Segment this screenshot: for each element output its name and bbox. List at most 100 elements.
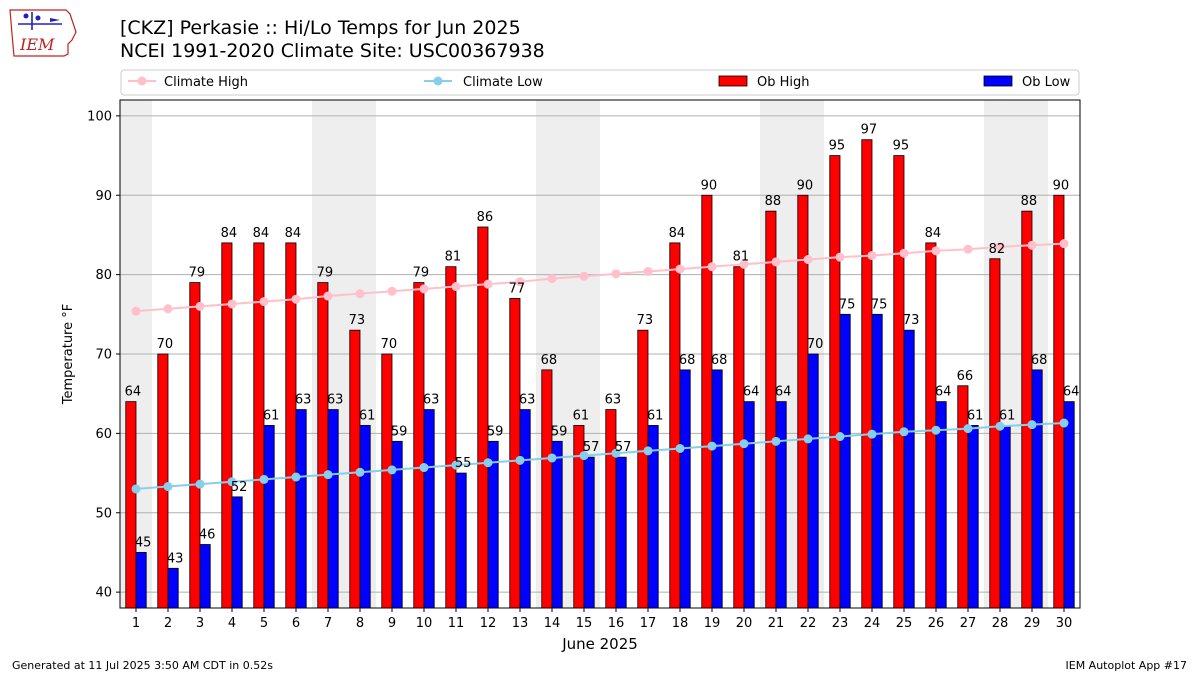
y-tick-label: 90 bbox=[95, 189, 112, 204]
ob-high-value-label: 97 bbox=[861, 123, 878, 138]
climate-high-point bbox=[835, 252, 845, 262]
ob-low-value-label: 57 bbox=[583, 440, 600, 455]
legend-climate-low-label: Climate Low bbox=[463, 75, 543, 90]
ob-high-value-label: 84 bbox=[221, 226, 238, 241]
ob-low-value-label: 61 bbox=[999, 408, 1016, 423]
x-tick-label: 30 bbox=[1056, 616, 1073, 631]
climate-low-point bbox=[291, 472, 301, 482]
legend-ob-high-label: Ob High bbox=[757, 75, 810, 90]
climate-lines bbox=[131, 239, 1069, 494]
ob-high-value-label: 68 bbox=[541, 353, 558, 368]
ob-low-value-label: 68 bbox=[1031, 353, 1048, 368]
x-tick-label: 19 bbox=[704, 616, 721, 631]
ob-low-bar bbox=[231, 496, 243, 609]
legend-ob-high-swatch bbox=[718, 75, 748, 87]
x-tick-label: 9 bbox=[388, 616, 396, 631]
ob-low-bar bbox=[359, 425, 371, 609]
climate-low-point bbox=[707, 441, 717, 451]
ob-high-bar bbox=[1053, 194, 1065, 609]
climate-high-point bbox=[227, 299, 237, 309]
climate-low-point bbox=[835, 432, 845, 442]
climate-high-point bbox=[419, 284, 429, 294]
ob-high-bar bbox=[157, 353, 169, 609]
x-tick-label: 4 bbox=[228, 616, 236, 631]
ob-low-value-label: 63 bbox=[423, 393, 440, 408]
ob-low-bar bbox=[455, 472, 467, 609]
ob-high-bar bbox=[445, 266, 457, 609]
x-tick-label: 1 bbox=[132, 616, 140, 631]
x-tick-label: 20 bbox=[736, 616, 753, 631]
ob-low-value-label: 75 bbox=[839, 297, 856, 312]
y-tick-label: 60 bbox=[95, 427, 112, 442]
climate-high-point bbox=[899, 248, 909, 258]
x-tick-label: 22 bbox=[800, 616, 817, 631]
climate-high-point bbox=[483, 279, 493, 289]
ob-high-bar bbox=[1021, 210, 1033, 609]
climate-high-point bbox=[771, 257, 781, 267]
ob-low-bar bbox=[135, 552, 147, 609]
ob-low-bar bbox=[807, 353, 819, 609]
ob-high-value-label: 84 bbox=[285, 226, 302, 241]
climate-high-point bbox=[195, 301, 205, 311]
climate-high-point bbox=[1059, 239, 1069, 249]
climate-low-point bbox=[131, 484, 141, 494]
ob-low-bar bbox=[999, 425, 1011, 609]
ob-low-bar bbox=[295, 409, 307, 609]
climate-high-point bbox=[739, 259, 749, 269]
ob-low-value-label: 61 bbox=[359, 408, 376, 423]
climate-high-point bbox=[611, 269, 621, 279]
climate-low-point bbox=[643, 446, 653, 456]
y-tick-label: 100 bbox=[87, 109, 112, 124]
climate-low-point bbox=[1027, 420, 1037, 430]
climate-high-point bbox=[259, 297, 269, 307]
ob-high-value-label: 79 bbox=[189, 266, 206, 281]
legend-ob-low-label: Ob Low bbox=[1022, 75, 1071, 90]
ob-low-value-label: 64 bbox=[935, 385, 952, 400]
climate-low-point bbox=[451, 460, 461, 470]
ob-low-bar bbox=[839, 313, 851, 609]
climate-low-point bbox=[771, 436, 781, 446]
x-tick-label: 15 bbox=[576, 616, 593, 631]
generated-timestamp: Generated at 11 Jul 2025 3:50 AM CDT in … bbox=[12, 659, 273, 672]
ob-high-bar bbox=[733, 266, 745, 609]
ob-low-value-label: 61 bbox=[647, 408, 664, 423]
ob-high-value-label: 61 bbox=[573, 408, 590, 423]
climate-high-point bbox=[675, 264, 685, 274]
chart-subtitle: NCEI 1991-2020 Climate Site: USC00367938 bbox=[120, 40, 545, 62]
ob-low-value-label: 63 bbox=[295, 393, 312, 408]
ob-high-value-label: 84 bbox=[253, 226, 270, 241]
ob-low-value-label: 43 bbox=[167, 551, 184, 566]
ob-high-value-label: 63 bbox=[605, 393, 622, 408]
ob-low-bar bbox=[263, 425, 275, 609]
ob-high-bar bbox=[125, 401, 137, 609]
climate-low-point bbox=[899, 427, 909, 437]
x-tick-label: 14 bbox=[544, 616, 561, 631]
ob-high-value-label: 79 bbox=[413, 266, 430, 281]
ob-high-value-label: 90 bbox=[1053, 178, 1070, 193]
legend: Climate High Climate Low Ob High Ob Low bbox=[120, 69, 1080, 96]
ob-high-bar bbox=[893, 155, 905, 609]
climate-low-point bbox=[931, 425, 941, 435]
climate-low-point bbox=[963, 424, 973, 434]
ob-low-value-label: 64 bbox=[775, 385, 792, 400]
ob-low-bar bbox=[327, 409, 339, 609]
ob-low-value-label: 73 bbox=[903, 313, 920, 328]
climate-low-point bbox=[195, 479, 205, 489]
x-tick-label: 21 bbox=[768, 616, 785, 631]
ob-high-value-label: 79 bbox=[317, 266, 334, 281]
climate-high-point bbox=[803, 255, 813, 265]
x-axis-label: June 2025 bbox=[561, 635, 638, 653]
ob-low-value-label: 52 bbox=[231, 480, 248, 495]
x-tick-label: 11 bbox=[448, 616, 465, 631]
ob-high-bar bbox=[637, 329, 649, 609]
ob-high-bar bbox=[221, 242, 233, 609]
ob-low-value-label: 46 bbox=[199, 528, 216, 543]
x-tick-label: 26 bbox=[928, 616, 945, 631]
ob-high-bar bbox=[669, 242, 681, 609]
anemometer-cup bbox=[23, 13, 29, 19]
ob-low-bar bbox=[519, 409, 531, 609]
ob-high-value-label: 90 bbox=[701, 178, 718, 193]
ob-low-bar bbox=[167, 567, 179, 609]
climate-high-point bbox=[963, 244, 973, 254]
